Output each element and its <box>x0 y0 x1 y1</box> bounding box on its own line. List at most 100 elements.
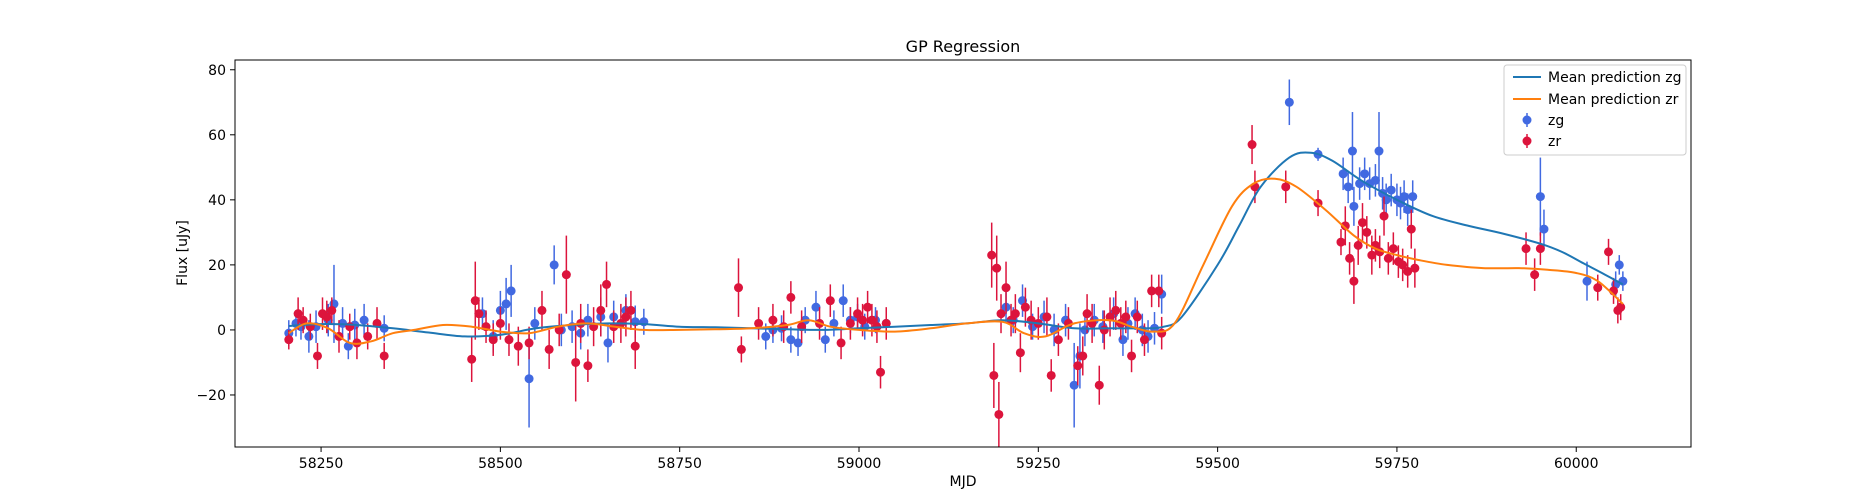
data-point <box>474 309 483 318</box>
data-point <box>994 410 1003 419</box>
x-tick-label: 59000 <box>837 456 882 472</box>
data-point <box>1407 225 1416 234</box>
data-point <box>1073 361 1082 370</box>
y-tick-label: −20 <box>196 388 226 404</box>
data-point <box>360 316 369 325</box>
data-point <box>1345 254 1354 263</box>
data-point <box>768 316 777 325</box>
data-point <box>504 335 513 344</box>
data-point <box>761 332 770 341</box>
data-point <box>1616 303 1625 312</box>
data-point <box>1530 270 1539 279</box>
data-point <box>545 345 554 354</box>
data-point <box>858 316 867 325</box>
legend-label-zr-mean: Mean prediction zr <box>1548 92 1679 108</box>
data-point <box>313 351 322 360</box>
data-point <box>997 309 1006 318</box>
data-point <box>583 361 592 370</box>
legend-swatch-zr-marker <box>1523 137 1532 146</box>
x-tick-label: 59250 <box>1016 456 1061 472</box>
legend-label-zg-mean: Mean prediction zg <box>1548 70 1682 86</box>
data-point <box>989 371 998 380</box>
data-point <box>1121 312 1130 321</box>
data-point <box>1389 244 1398 253</box>
y-tick-label: 60 <box>208 128 226 144</box>
data-point <box>1410 264 1419 273</box>
data-point <box>863 303 872 312</box>
data-point <box>1349 277 1358 286</box>
data-point <box>1408 192 1417 201</box>
data-point <box>525 338 534 347</box>
data-point <box>1380 212 1389 221</box>
y-tick-label: 80 <box>208 63 226 79</box>
data-point <box>1375 147 1384 156</box>
data-point <box>1354 241 1363 250</box>
data-point <box>1042 312 1051 321</box>
x-tick-label: 58750 <box>657 456 702 472</box>
data-point <box>1140 335 1149 344</box>
data-point <box>1384 254 1393 263</box>
data-point <box>1157 329 1166 338</box>
data-point <box>530 319 539 328</box>
y-tick-label: 40 <box>208 193 226 209</box>
data-point <box>1083 309 1092 318</box>
data-point <box>596 306 605 315</box>
data-point <box>1522 244 1531 253</box>
data-point <box>304 332 313 341</box>
data-point <box>737 345 746 354</box>
data-point <box>603 338 612 347</box>
chart-legend: Mean prediction zg Mean prediction zr zg… <box>1504 65 1686 155</box>
data-point <box>1604 247 1613 256</box>
data-point <box>550 260 559 269</box>
data-point <box>1111 306 1120 315</box>
y-axis-label: Flux [uJy] <box>175 220 191 286</box>
data-point <box>502 299 511 308</box>
data-point <box>1536 192 1545 201</box>
data-point <box>1100 325 1109 334</box>
data-point <box>631 342 640 351</box>
data-point <box>786 293 795 302</box>
legend-label-zg: zg <box>1548 113 1564 129</box>
data-point <box>496 319 505 328</box>
x-tick-label: 59750 <box>1375 456 1420 472</box>
data-point <box>1080 325 1089 334</box>
data-point <box>826 296 835 305</box>
data-point <box>1054 335 1063 344</box>
data-point <box>1387 186 1396 195</box>
data-point <box>734 283 743 292</box>
data-point <box>839 296 848 305</box>
data-point <box>846 319 855 328</box>
data-point <box>987 251 996 260</box>
data-point <box>1127 351 1136 360</box>
data-point <box>571 358 580 367</box>
data-point <box>1344 182 1353 191</box>
data-point <box>821 335 830 344</box>
data-point <box>1002 283 1011 292</box>
x-tick-label: 60000 <box>1554 456 1599 472</box>
data-point <box>1047 371 1056 380</box>
data-point <box>1011 309 1020 318</box>
data-point <box>1362 228 1371 237</box>
data-point <box>507 286 516 295</box>
data-point <box>467 355 476 364</box>
data-point <box>1349 202 1358 211</box>
data-point <box>1118 335 1127 344</box>
data-point <box>1021 303 1030 312</box>
data-point <box>1615 260 1624 269</box>
data-point <box>1285 98 1294 107</box>
data-point <box>1360 169 1369 178</box>
data-point <box>1539 225 1548 234</box>
data-point <box>1358 218 1367 227</box>
chart-title: GP Regression <box>906 37 1021 56</box>
data-point <box>525 374 534 383</box>
legend-swatch-zg-marker <box>1523 116 1532 125</box>
data-point <box>837 338 846 347</box>
data-point <box>537 306 546 315</box>
data-point <box>1095 381 1104 390</box>
data-point <box>876 368 885 377</box>
data-point <box>327 306 336 315</box>
data-point <box>1348 147 1357 156</box>
data-point <box>1336 238 1345 247</box>
data-point <box>363 332 372 341</box>
